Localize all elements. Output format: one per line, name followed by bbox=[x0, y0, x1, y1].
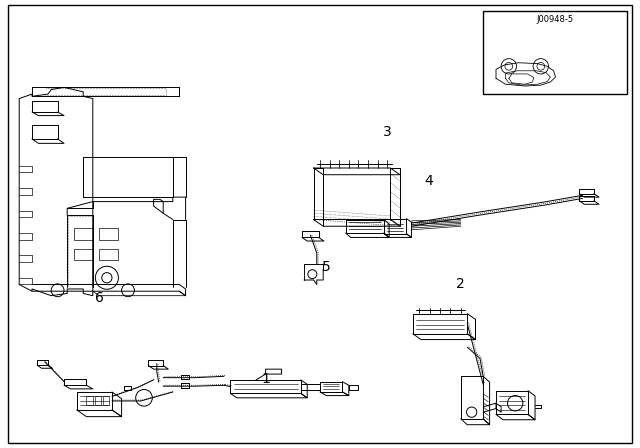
Text: 2: 2 bbox=[456, 277, 465, 292]
Bar bbox=[99, 228, 118, 240]
Bar bbox=[95, 396, 101, 405]
Text: 3: 3 bbox=[383, 125, 392, 139]
Text: 5: 5 bbox=[322, 259, 331, 274]
Text: 6: 6 bbox=[95, 291, 104, 305]
Bar bbox=[74, 228, 93, 240]
Text: 4: 4 bbox=[424, 174, 433, 189]
Bar bbox=[86, 396, 93, 405]
Bar bbox=[483, 11, 627, 94]
Bar bbox=[103, 396, 109, 405]
Text: 1: 1 bbox=[261, 371, 270, 386]
Bar bbox=[99, 249, 118, 260]
Bar bbox=[74, 249, 93, 260]
Text: J00948-5: J00948-5 bbox=[536, 15, 574, 24]
